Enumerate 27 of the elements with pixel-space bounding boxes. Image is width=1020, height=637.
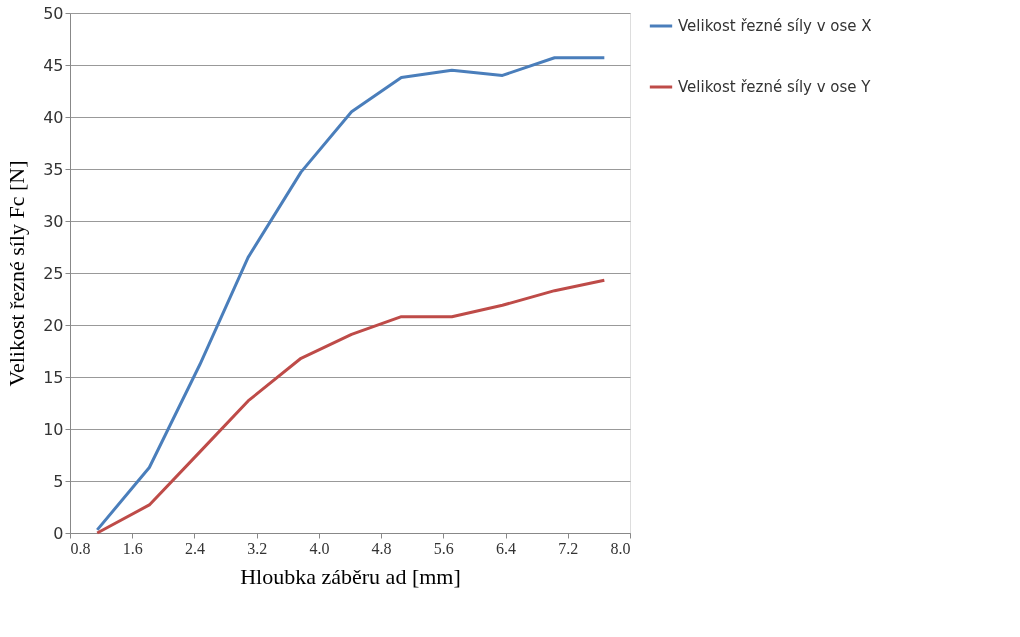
y-tick-label: 45	[43, 55, 64, 75]
y-axis-title: Velikost řezné síly Fc [N]	[4, 160, 30, 387]
y-tick-label: 0	[53, 523, 64, 543]
x-tick-label: 1.6	[122, 539, 143, 557]
y-tick-label: 35	[43, 159, 64, 179]
x-tick-label: 0.8	[70, 539, 91, 557]
x-tick-label: 2.4	[184, 539, 205, 557]
legend-label: Velikost řezné síly v ose X	[678, 17, 872, 35]
y-tick-label: 50	[43, 3, 64, 23]
y-tick-label: 20	[43, 315, 64, 335]
y-tick-label: 15	[43, 367, 64, 387]
x-tick-label: 7.2	[558, 539, 579, 557]
x-tick-label: 4.8	[371, 539, 392, 557]
x-tick-label: 6.4	[496, 539, 517, 557]
x-tick-label: 4.0	[309, 539, 330, 557]
line-series	[95, 56, 606, 532]
x-tick-label: 3.2	[247, 539, 268, 557]
y-tick-label: 40	[43, 107, 64, 127]
y-tick-label: 25	[43, 263, 64, 283]
y-tick-label: 5	[53, 471, 64, 491]
y-tick-label: 30	[43, 211, 64, 231]
line-series	[95, 278, 606, 535]
x-axis-title: Hloubka záběru ad [mm]	[240, 563, 461, 589]
x-tick-label: 5.6	[433, 539, 454, 557]
x-tick-label: 8.0	[610, 539, 631, 557]
y-tick-label: 10	[43, 419, 64, 439]
legend-label: Velikost řezné síly v ose Y	[678, 78, 872, 96]
